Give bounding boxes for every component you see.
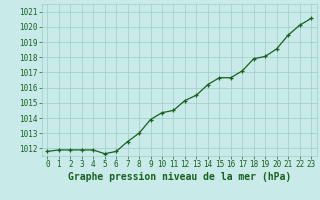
X-axis label: Graphe pression niveau de la mer (hPa): Graphe pression niveau de la mer (hPa) [68,172,291,182]
